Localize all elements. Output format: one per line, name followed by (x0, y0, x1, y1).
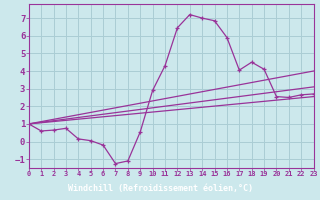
Text: Windchill (Refroidissement éolien,°C): Windchill (Refroidissement éolien,°C) (68, 184, 252, 193)
